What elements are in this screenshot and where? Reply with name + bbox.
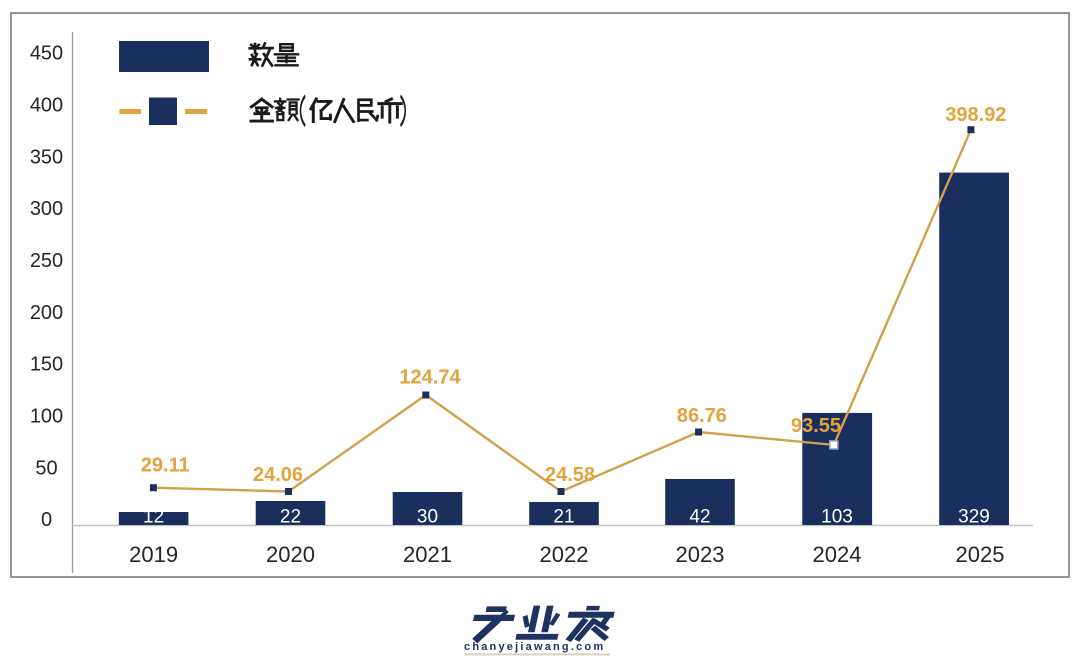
svg-text:2020: 2020 <box>266 542 315 567</box>
svg-text:350: 350 <box>30 146 63 168</box>
svg-text:150: 150 <box>30 354 63 376</box>
svg-text:chanyejiawang.com: chanyejiawang.com <box>464 641 605 653</box>
svg-text:400: 400 <box>30 94 63 116</box>
svg-text:24.58: 24.58 <box>545 464 595 486</box>
svg-text:42: 42 <box>689 507 710 528</box>
svg-text:12: 12 <box>143 507 164 528</box>
svg-text:86.76: 86.76 <box>677 405 727 427</box>
svg-text:21: 21 <box>553 507 574 528</box>
svg-text:100: 100 <box>30 406 63 428</box>
svg-text:124.74: 124.74 <box>399 367 461 389</box>
svg-text:200: 200 <box>30 302 63 324</box>
svg-text:103: 103 <box>821 507 853 528</box>
svg-text:30: 30 <box>417 507 438 528</box>
svg-text:398.92: 398.92 <box>945 104 1006 126</box>
svg-text:2024: 2024 <box>813 542 862 567</box>
svg-text:50: 50 <box>35 457 57 479</box>
svg-text:2023: 2023 <box>676 542 725 567</box>
svg-text:0: 0 <box>41 509 52 531</box>
svg-text:250: 250 <box>30 250 63 272</box>
svg-text:2021: 2021 <box>403 542 452 567</box>
svg-text:24.06: 24.06 <box>253 464 303 486</box>
svg-text:93.55: 93.55 <box>791 415 841 437</box>
svg-text:29.11: 29.11 <box>141 455 190 477</box>
svg-text:2025: 2025 <box>956 542 1005 567</box>
svg-text:2022: 2022 <box>540 542 589 567</box>
svg-text:22: 22 <box>280 507 301 528</box>
svg-text:2019: 2019 <box>129 542 178 567</box>
svg-text:329: 329 <box>958 507 990 528</box>
svg-text:450: 450 <box>30 43 63 65</box>
svg-text:300: 300 <box>30 198 63 220</box>
